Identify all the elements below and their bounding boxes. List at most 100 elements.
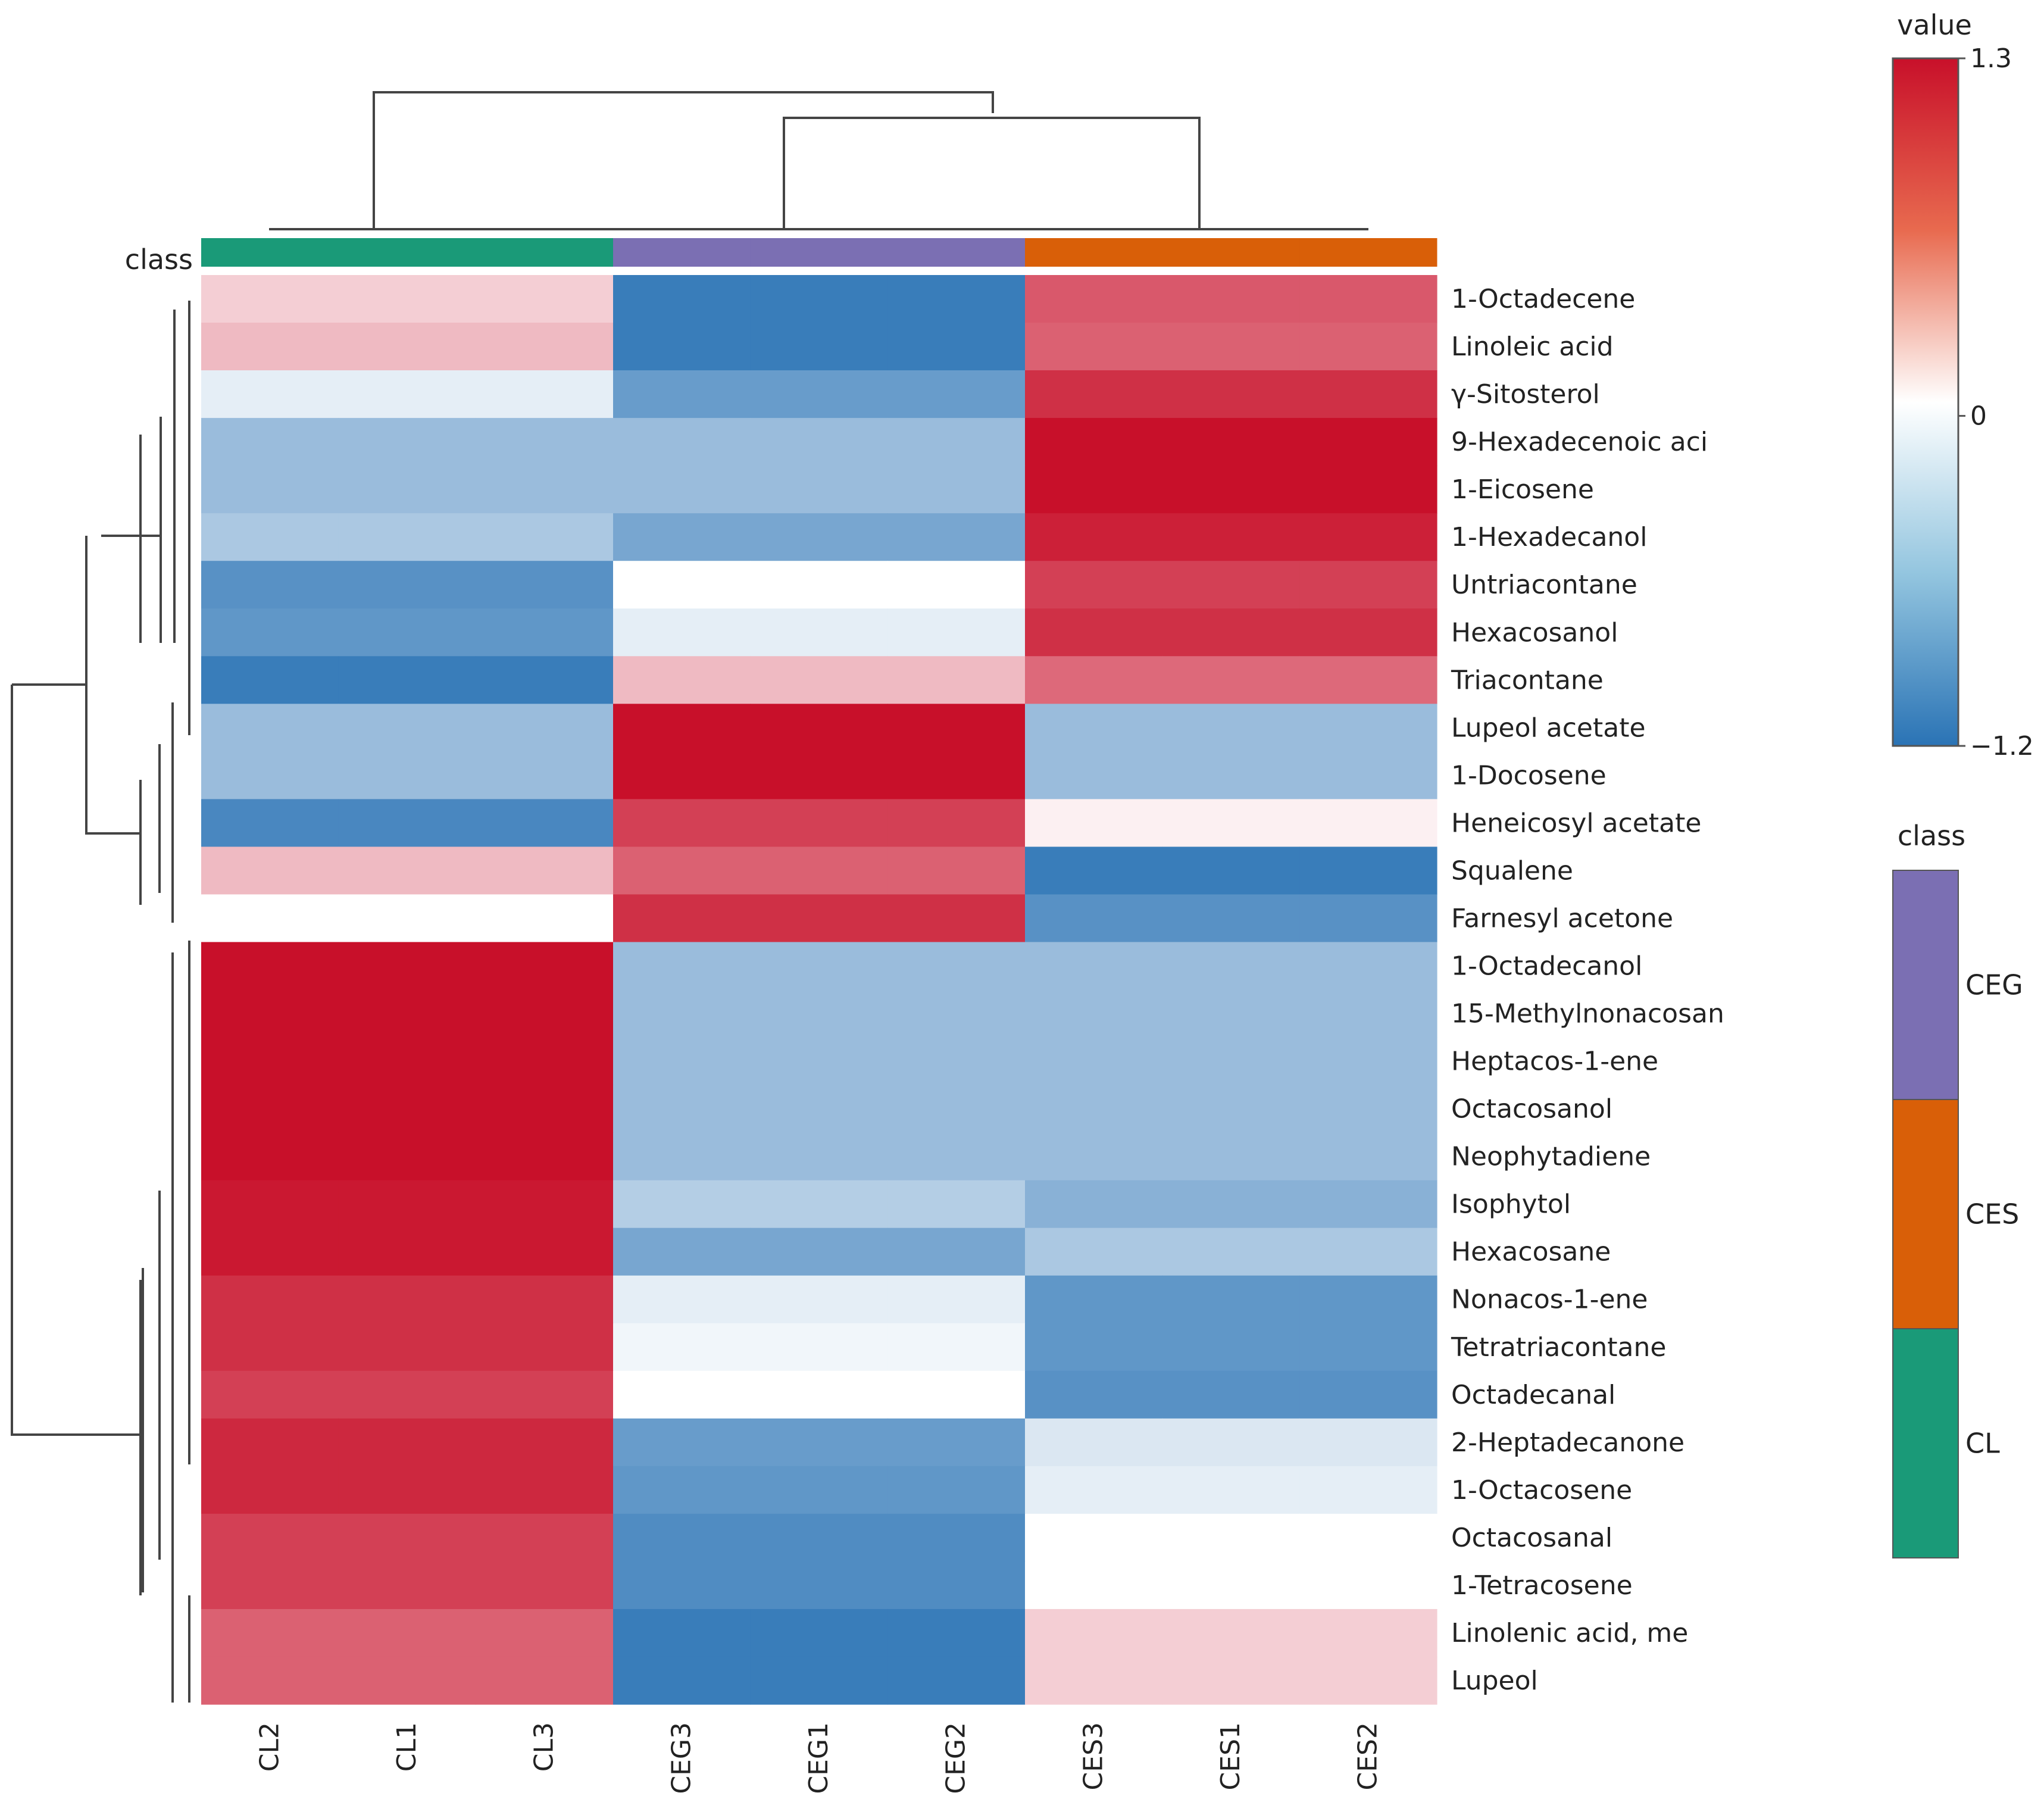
heatmap-cell <box>338 1656 476 1705</box>
heatmap-cell <box>338 561 476 609</box>
column-label: CEG2 <box>941 1722 971 1794</box>
heatmap-cell <box>338 1275 476 1324</box>
class-legend-label: CES <box>1965 1198 2019 1230</box>
heatmap-cell <box>338 275 476 323</box>
heatmap-cell <box>476 323 614 371</box>
heatmap-cell <box>476 1656 614 1705</box>
column-dendrogram <box>269 91 1368 230</box>
heatmap-cell <box>887 1466 1026 1514</box>
heatmap-cell <box>1299 1227 1437 1276</box>
class-legend-swatch <box>1892 1099 1959 1329</box>
row-label: Triacontane <box>1451 665 1604 695</box>
row-label: Untriacontane <box>1451 570 1637 600</box>
heatmap-cell <box>887 1227 1026 1276</box>
heatmap-cell <box>201 1418 339 1467</box>
row-label: 1-Docosene <box>1451 760 1607 791</box>
heatmap-cell <box>613 1275 751 1324</box>
row-label: Octacosanal <box>1451 1523 1612 1553</box>
class-bar-cell <box>338 238 476 267</box>
column-label: CEG1 <box>804 1722 834 1794</box>
class-bar-cell <box>887 238 1026 267</box>
heatmap-cell <box>338 1466 476 1514</box>
heatmap-cell <box>750 1513 888 1562</box>
class-legend-title: class <box>1898 820 1965 852</box>
class-bar-cell <box>1025 238 1163 267</box>
heatmap-cell <box>887 989 1026 1038</box>
heatmap-cell <box>1299 704 1437 752</box>
heatmap-cell <box>613 656 751 704</box>
heatmap-cell <box>201 1370 339 1419</box>
heatmap-cell <box>887 799 1026 847</box>
row-label: 1-Hexadecanol <box>1451 522 1647 552</box>
heatmap-cell <box>750 1132 888 1181</box>
heatmap-cell <box>750 1561 888 1610</box>
heatmap-cell <box>1299 894 1437 943</box>
heatmap-cell <box>476 1180 614 1229</box>
heatmap-cell <box>1025 608 1163 657</box>
heatmap-cell <box>476 847 614 895</box>
heatmap-cell <box>1299 608 1437 657</box>
heatmap-cell <box>887 418 1026 466</box>
heatmap-cell <box>476 1275 614 1324</box>
heatmap-cell <box>338 894 476 943</box>
heatmap-cell <box>201 847 339 895</box>
heatmap-cell <box>613 1132 751 1181</box>
heatmap-cell <box>476 418 614 466</box>
heatmap-cell <box>750 561 888 609</box>
heatmap-cell <box>750 418 888 466</box>
heatmap-cell <box>201 1466 339 1514</box>
heatmap-cell <box>1162 1466 1300 1514</box>
heatmap-cell <box>1162 1656 1300 1705</box>
row-labels: 1-Octadecene Linoleic acid γ-Sitosterol 9-H… <box>1451 284 1724 1696</box>
row-label: 15-Methylnonacosan <box>1451 999 1724 1029</box>
heatmap-cell <box>201 323 339 371</box>
heatmap-cell <box>1299 1323 1437 1372</box>
heatmap-cell <box>201 1656 339 1705</box>
heatmap-cell <box>1162 1323 1300 1372</box>
heatmap-cell <box>1162 323 1300 371</box>
heatmap-cell <box>750 656 888 704</box>
heatmap-cell <box>476 1323 614 1372</box>
heatmap-cell <box>1162 466 1300 514</box>
heatmap-cell <box>201 704 339 752</box>
heatmap-cell <box>887 1656 1026 1705</box>
heatmap-cell <box>338 942 476 991</box>
heatmap-cell <box>201 513 339 561</box>
heatmap-cell <box>1025 1180 1163 1229</box>
row-label: Nonacos-1-ene <box>1451 1285 1648 1315</box>
heatmap-cell <box>338 323 476 371</box>
class-annotation-bar <box>201 238 1437 267</box>
heatmap-cell <box>476 1037 614 1086</box>
heatmap-cell <box>1162 1037 1300 1086</box>
heatmap-cell <box>201 942 339 991</box>
heatmap-cell <box>201 1180 339 1229</box>
heatmap-cell <box>476 1227 614 1276</box>
row-label: Octadecanal <box>1451 1380 1615 1410</box>
heatmap-cell <box>201 561 339 609</box>
heatmap-cell <box>887 704 1026 752</box>
heatmap-cell <box>887 370 1026 418</box>
heatmap-cell <box>1162 1227 1300 1276</box>
heatmap-cell <box>338 1132 476 1181</box>
heatmap-cell <box>338 847 476 895</box>
heatmap-cell <box>1025 275 1163 323</box>
heatmap-cell <box>613 751 751 799</box>
heatmap-cell <box>887 1037 1026 1086</box>
heatmap-cell <box>887 1561 1026 1610</box>
heatmap-cell <box>201 1608 339 1657</box>
heatmap-cell <box>1162 275 1300 323</box>
heatmap-cell <box>1162 1418 1300 1467</box>
heatmap-cell <box>1025 1227 1163 1276</box>
heatmap-cell <box>338 989 476 1038</box>
heatmap-cell <box>1025 894 1163 943</box>
class-row-label: class <box>125 243 193 276</box>
heatmap-cell <box>1025 418 1163 466</box>
heatmap-cell <box>750 1037 888 1086</box>
heatmap-cell <box>476 1085 614 1133</box>
heatmap-cell <box>1162 989 1300 1038</box>
row-label: Hexacosanol <box>1451 617 1618 648</box>
column-label: CL1 <box>392 1722 422 1772</box>
column-label: CES2 <box>1353 1722 1383 1790</box>
column-label: CES1 <box>1215 1722 1246 1790</box>
heatmap-cell <box>1162 370 1300 418</box>
